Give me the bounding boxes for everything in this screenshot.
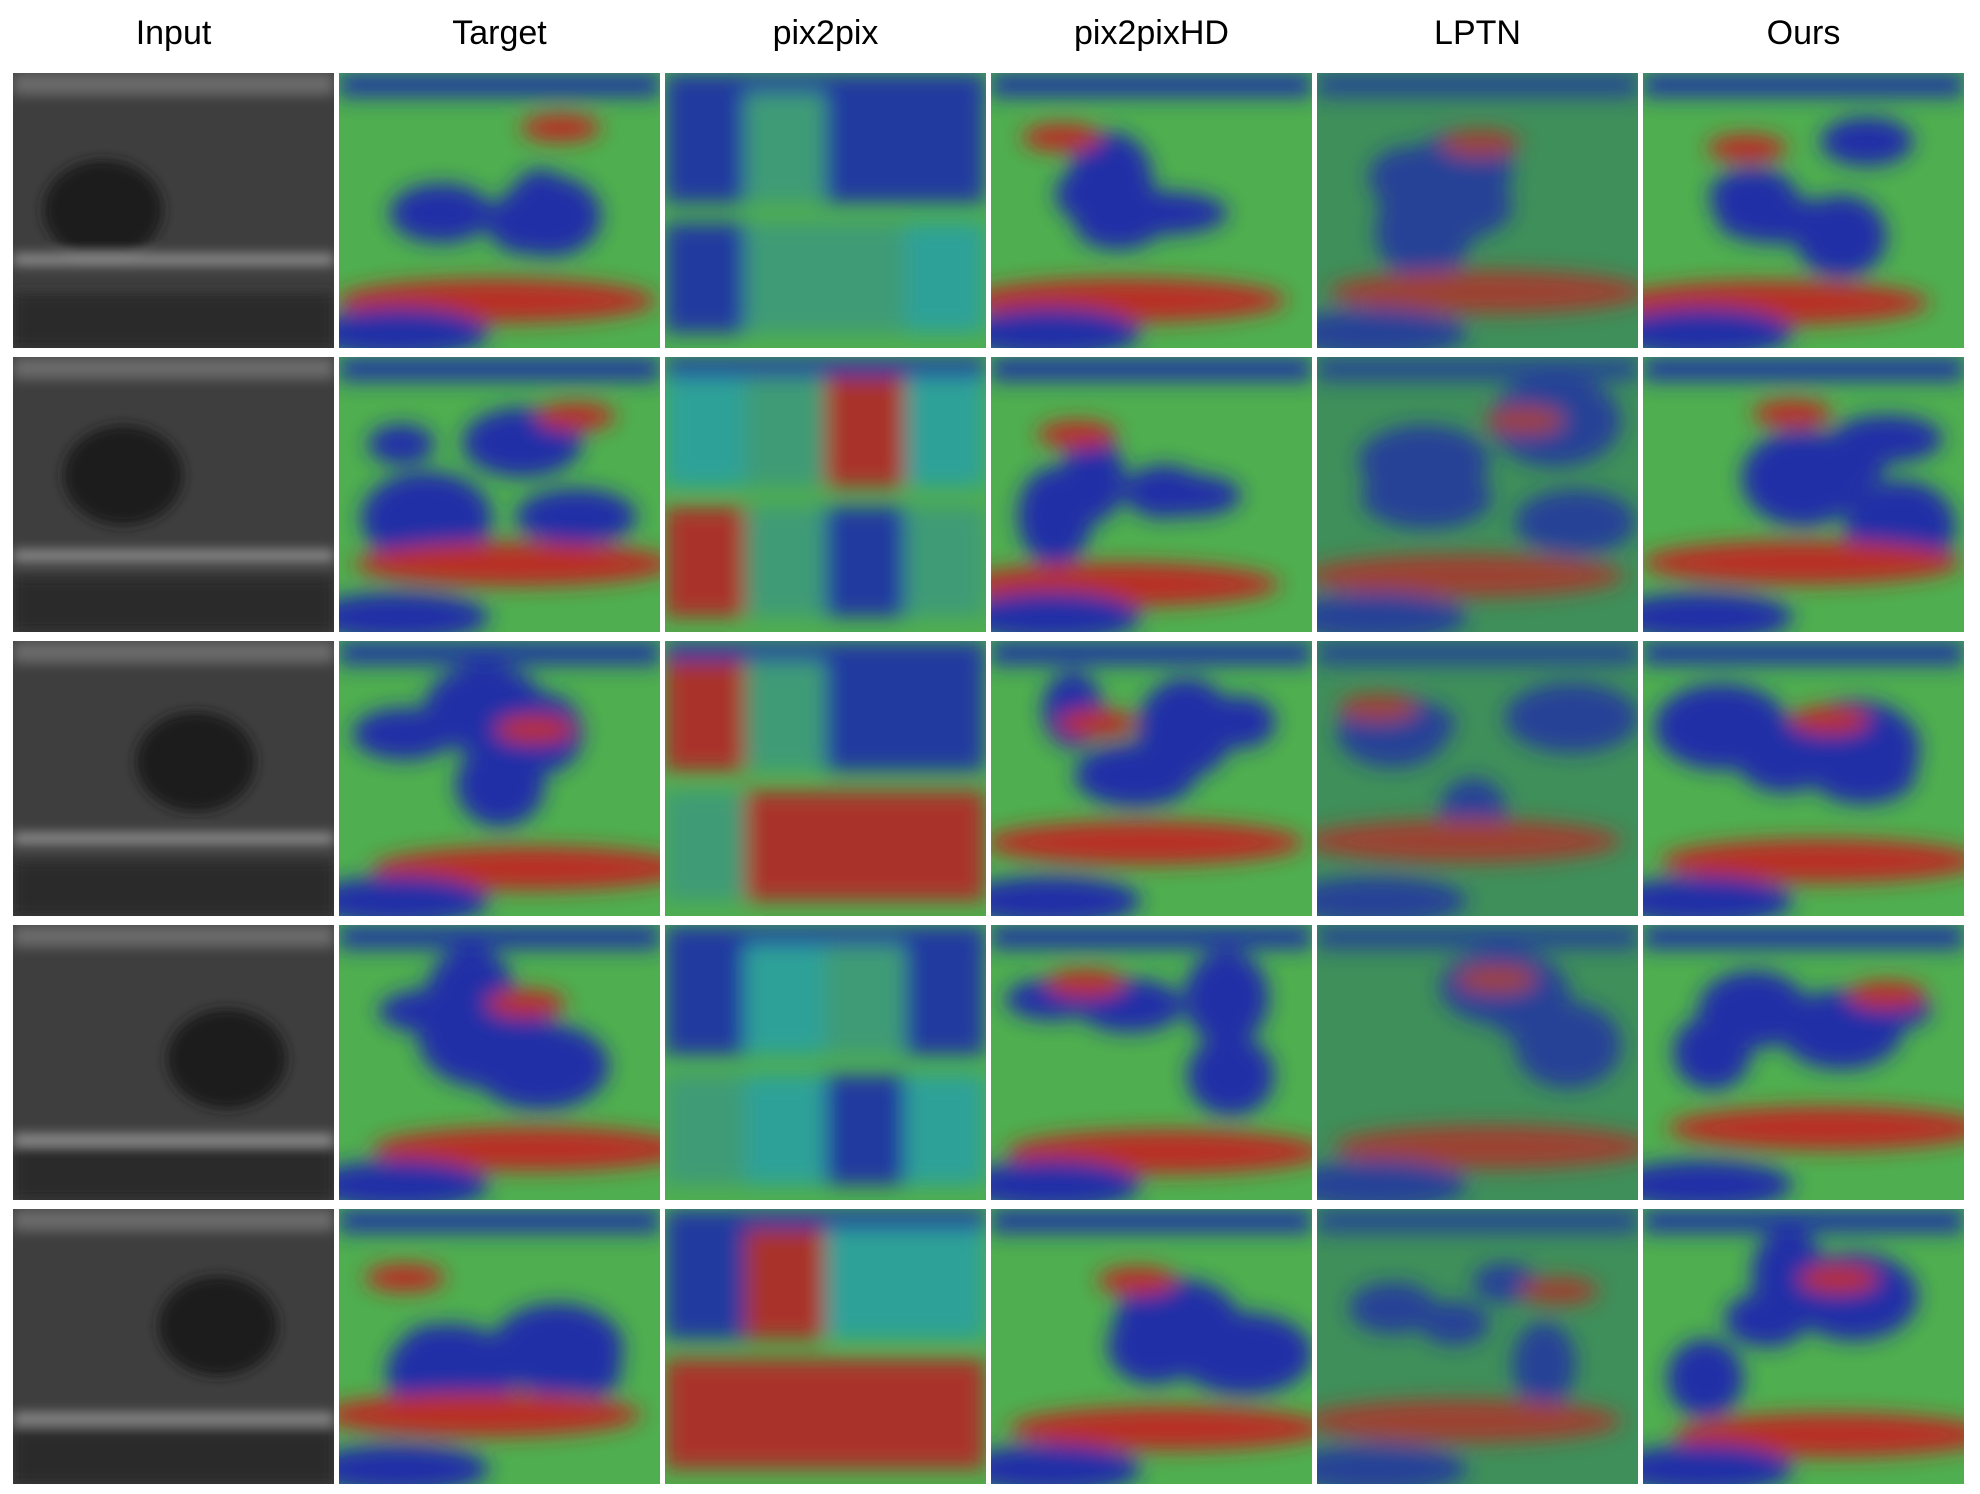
ultrasound-image bbox=[13, 641, 334, 916]
elastography-image bbox=[991, 925, 1312, 1200]
elastography-image bbox=[665, 641, 986, 916]
ultrasound-image bbox=[13, 1209, 334, 1484]
column-header: pix2pix bbox=[772, 14, 879, 52]
ultrasound-image bbox=[13, 73, 334, 348]
elastography-image bbox=[1317, 925, 1638, 1200]
elastography-image bbox=[991, 1209, 1312, 1484]
elastography-image bbox=[665, 1209, 986, 1484]
ultrasound-image bbox=[13, 357, 334, 632]
elastography-image bbox=[339, 73, 660, 348]
elastography-image bbox=[1643, 357, 1964, 632]
elastography-image bbox=[1317, 357, 1638, 632]
elastography-image bbox=[1643, 73, 1964, 348]
elastography-image bbox=[1643, 925, 1964, 1200]
elastography-image bbox=[1643, 1209, 1964, 1484]
column-header: pix2pixHD bbox=[1074, 14, 1229, 52]
elastography-image bbox=[339, 357, 660, 632]
elastography-image bbox=[991, 357, 1312, 632]
column-header: Target bbox=[452, 14, 547, 52]
elastography-image bbox=[665, 925, 986, 1200]
elastography-image bbox=[1643, 641, 1964, 916]
elastography-image bbox=[339, 1209, 660, 1484]
elastography-image bbox=[665, 73, 986, 348]
elastography-image bbox=[991, 73, 1312, 348]
elastography-image bbox=[1317, 1209, 1638, 1484]
elastography-image bbox=[665, 357, 986, 632]
elastography-image bbox=[1317, 641, 1638, 916]
elastography-image bbox=[339, 641, 660, 916]
column-header: Ours bbox=[1766, 14, 1841, 52]
elastography-image bbox=[1317, 73, 1638, 348]
elastography-image bbox=[339, 925, 660, 1200]
ultrasound-image bbox=[13, 925, 334, 1200]
elastography-image bbox=[991, 641, 1312, 916]
column-header: LPTN bbox=[1434, 14, 1521, 52]
column-header: Input bbox=[135, 14, 212, 52]
